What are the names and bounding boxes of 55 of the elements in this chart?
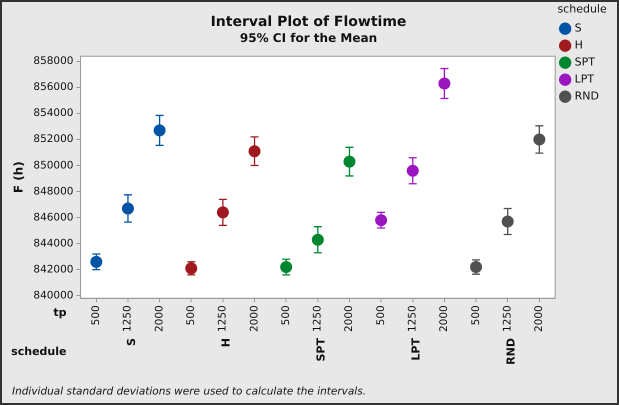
legend-title: schedule	[557, 2, 607, 16]
y-tick-label: 848000	[33, 185, 74, 198]
point	[406, 164, 419, 177]
x-tick-label: 1250	[406, 305, 418, 332]
chart-title: Interval Plot of Flowtime	[210, 14, 406, 30]
point	[216, 206, 229, 218]
point	[122, 202, 134, 214]
text: SPT	[314, 338, 328, 362]
legend-label: S	[574, 22, 582, 35]
x-tick-label: 2000	[438, 305, 450, 332]
y-tick-label: 844000	[33, 237, 74, 250]
point	[375, 214, 388, 226]
y-tick-label: 846000	[33, 211, 74, 224]
text: tp	[53, 306, 67, 319]
x-tick-label: 2000	[248, 305, 260, 332]
x-tick-label: 1250	[501, 305, 514, 332]
text: schedule	[11, 344, 66, 358]
y-tick-label: 856000	[33, 81, 74, 94]
y-tick-label: 850000	[33, 159, 74, 172]
y-tick-label: 852000	[33, 133, 74, 146]
text: S	[124, 338, 138, 346]
point	[154, 124, 166, 136]
x-tick-label: 500	[184, 305, 197, 326]
x-tick-label: 2000	[153, 305, 166, 332]
y-tick-label: 840000	[33, 289, 74, 302]
y-tick-label: 858000	[33, 55, 74, 68]
legend-label: H	[574, 38, 583, 52]
legend-label: LPT	[574, 72, 594, 86]
point	[312, 234, 324, 246]
text: Individual standard deviations were used to calculate the intervals.	[12, 386, 366, 398]
x-tick-label: 500	[90, 305, 102, 326]
text: H	[220, 338, 233, 348]
chart-subtitle: 95% CI for the Mean	[240, 31, 378, 46]
point	[343, 156, 356, 168]
legend-label: SPT	[574, 56, 596, 69]
point	[280, 261, 292, 274]
x-tick-label: 1250	[216, 305, 229, 332]
x-tick-label: 500	[374, 305, 387, 326]
x-tick-label: 2000	[533, 305, 546, 332]
y-axis-title: F (h)	[11, 161, 26, 194]
y-tick-label: 854000	[33, 107, 74, 120]
legend-label: RND	[574, 90, 599, 103]
point	[502, 215, 514, 228]
point	[248, 145, 261, 158]
text: LPT	[410, 338, 423, 361]
x-tick-label: 1250	[312, 305, 324, 332]
text: RND	[504, 338, 518, 365]
x-tick-label: 500	[280, 305, 292, 326]
point	[90, 256, 102, 268]
y-tick-label: 842000	[33, 263, 74, 276]
x-tick-label: 500	[470, 305, 482, 326]
point	[533, 133, 546, 146]
x-tick-label: 2000	[343, 305, 356, 332]
point	[438, 78, 450, 90]
x-tick-label: 1250	[122, 305, 134, 332]
